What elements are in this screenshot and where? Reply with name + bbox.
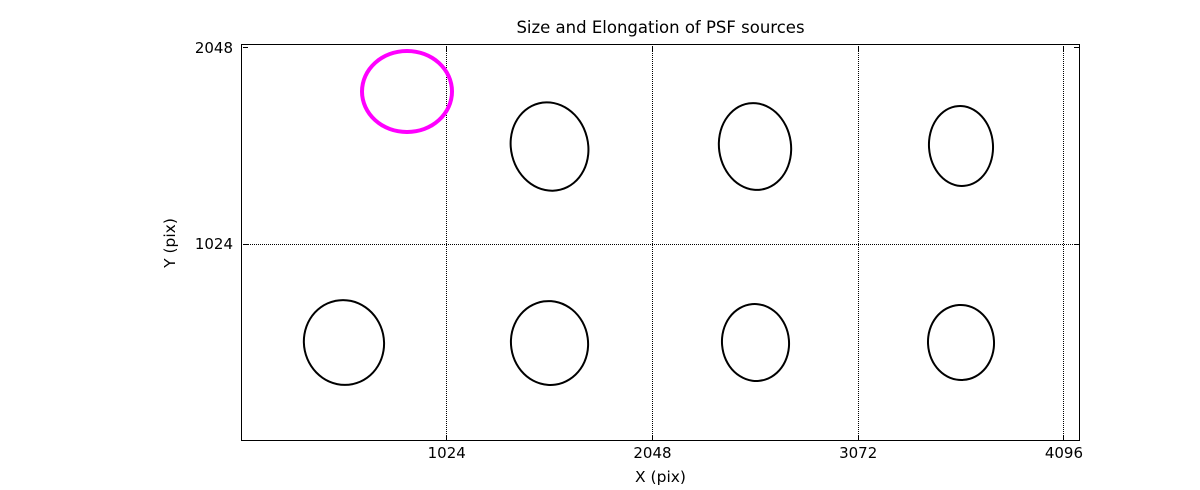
y-tick-right-2048 <box>1073 47 1079 49</box>
x-tick-bottom-1024 <box>446 434 448 440</box>
x-tick-top-3072 <box>857 45 859 51</box>
gridline-vertical-1024 <box>446 45 448 440</box>
chart-title: Size and Elongation of PSF sources <box>516 18 805 37</box>
x-axis-label: X (pix) <box>635 468 686 486</box>
x-tick-bottom-3072 <box>857 434 859 440</box>
x-tick-top-2048 <box>651 45 653 51</box>
gridline-vertical-3072 <box>857 45 859 440</box>
psf-ellipse-highlight <box>360 48 454 134</box>
gridline-horizontal-1024 <box>242 243 1079 245</box>
x-tick-top-1024 <box>446 45 448 51</box>
gridline-vertical-4096 <box>1063 45 1065 440</box>
x-tick-bottom-4096 <box>1063 434 1065 440</box>
x-tick-label-2048: 2048 <box>633 444 672 462</box>
y-tick-left-2048 <box>242 47 248 49</box>
x-tick-label-4096: 4096 <box>1044 444 1084 462</box>
y-tick-left-1024 <box>242 243 248 245</box>
x-tick-top-4096 <box>1063 45 1065 51</box>
gridline-vertical-2048 <box>651 45 653 440</box>
y-tick-label-2048: 2048 <box>194 38 233 57</box>
y-tick-label-1024: 1024 <box>194 235 233 254</box>
x-tick-label-1024: 1024 <box>427 444 466 462</box>
y-tick-right-1024 <box>1073 243 1079 245</box>
x-tick-label-3072: 3072 <box>839 444 878 462</box>
x-tick-bottom-2048 <box>651 434 653 440</box>
